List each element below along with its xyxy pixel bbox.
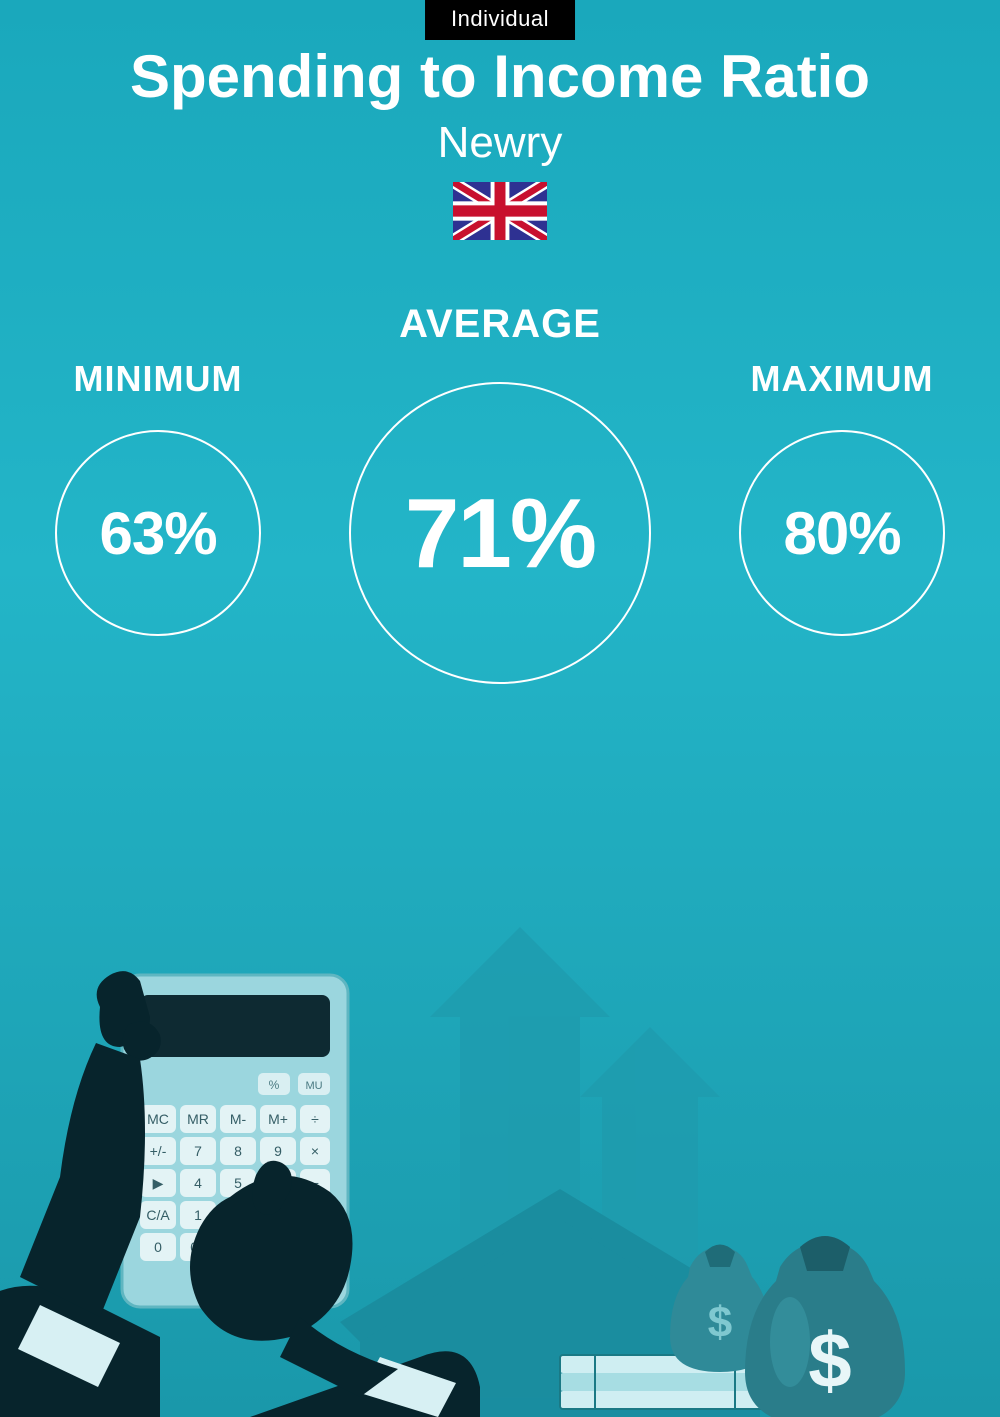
finance-illustration-icon: $ $ % MU: [0, 797, 1000, 1417]
svg-text:$: $: [808, 1316, 851, 1404]
svg-text:7: 7: [194, 1143, 202, 1159]
svg-text:MC: MC: [147, 1111, 169, 1127]
minimum-label: MINIMUM: [0, 358, 316, 400]
svg-text:×: ×: [311, 1143, 319, 1159]
minimum-stat-circle: 63%: [55, 430, 261, 636]
category-badge: Individual: [425, 0, 575, 40]
svg-text:M-: M-: [230, 1111, 247, 1127]
svg-text:M+: M+: [268, 1111, 288, 1127]
svg-text:C/A: C/A: [146, 1207, 170, 1223]
svg-text:0: 0: [154, 1239, 162, 1255]
average-label: AVERAGE: [0, 302, 1000, 347]
svg-text:4: 4: [194, 1175, 202, 1191]
svg-text:5: 5: [234, 1175, 242, 1191]
svg-text:9: 9: [274, 1143, 282, 1159]
svg-text:1: 1: [194, 1207, 202, 1223]
svg-text:MR: MR: [187, 1111, 209, 1127]
svg-text:$: $: [708, 1298, 732, 1347]
svg-text:MU: MU: [305, 1080, 322, 1092]
uk-flag-icon: [453, 182, 547, 240]
svg-text:▶: ▶: [153, 1175, 164, 1191]
maximum-label: MAXIMUM: [684, 358, 1000, 400]
minimum-value: 63%: [99, 499, 216, 568]
location-name: Newry: [0, 118, 1000, 168]
maximum-value: 80%: [783, 499, 900, 568]
average-stat-circle: 71%: [349, 382, 651, 684]
maximum-stat-circle: 80%: [739, 430, 945, 636]
svg-text:%: %: [269, 1078, 280, 1092]
svg-text:8: 8: [234, 1143, 242, 1159]
average-value: 71%: [405, 477, 595, 590]
page-title: Spending to Income Ratio: [0, 42, 1000, 111]
svg-text:+/-: +/-: [150, 1143, 167, 1159]
svg-text:÷: ÷: [311, 1111, 319, 1127]
